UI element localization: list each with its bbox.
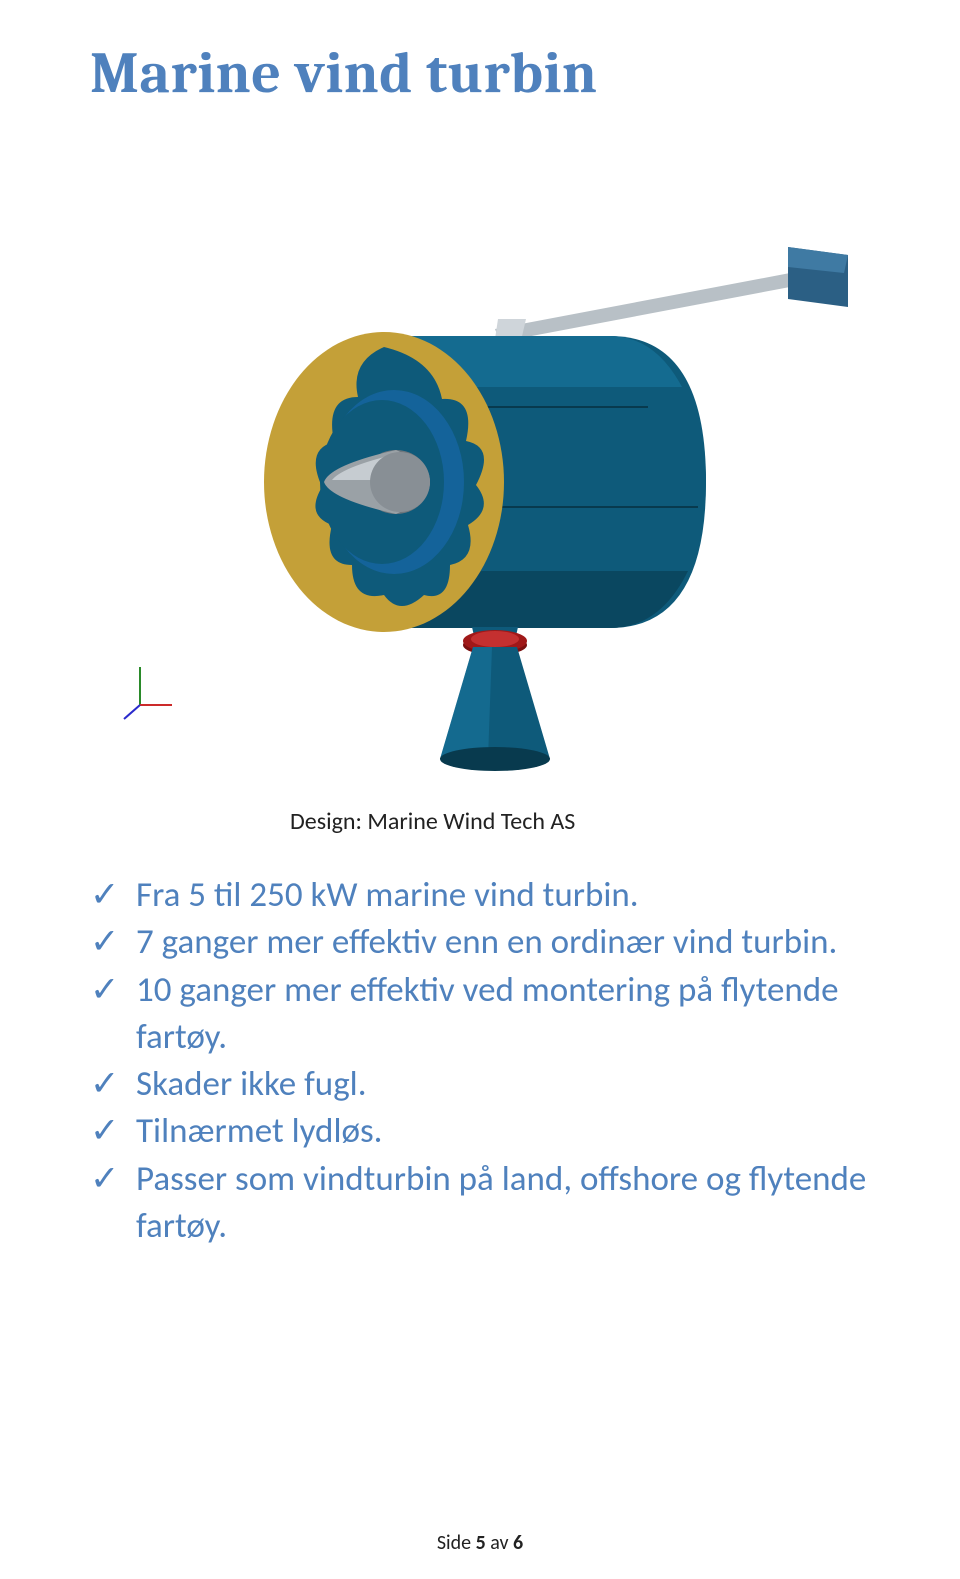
check-icon: ✓ [90, 1061, 119, 1108]
footer-total-pages: 6 [513, 1531, 523, 1555]
check-icon: ✓ [90, 1156, 119, 1203]
footer-current-page: 5 [476, 1531, 486, 1555]
figure-caption: Design: Marine Wind Tech AS [290, 807, 870, 836]
feature-text: 7 ganger mer effektiv enn en ordinær vin… [136, 921, 837, 963]
check-icon: ✓ [90, 872, 119, 919]
feature-item: ✓ Tilnærmet lydløs. [90, 1108, 870, 1155]
cone-rear [370, 452, 430, 512]
feature-text: Skader ikke fugl. [136, 1063, 367, 1105]
tail-arm [495, 273, 790, 342]
feature-item: ✓ Fra 5 til 250 kW marine vind turbin. [90, 872, 870, 919]
feature-text: Tilnærmet lydløs. [136, 1110, 383, 1152]
check-icon: ✓ [90, 1108, 119, 1155]
feature-item: ✓ 10 ganger mer effektiv ved montering p… [90, 967, 870, 1062]
turbine-illustration [100, 147, 860, 777]
pedestal-base [440, 747, 550, 771]
feature-item: ✓ Passer som vindturbin på land, offshor… [90, 1156, 870, 1251]
feature-list: ✓ Fra 5 til 250 kW marine vind turbin. ✓… [90, 872, 870, 1250]
feature-item: ✓ 7 ganger mer effektiv enn en ordinær v… [90, 919, 870, 966]
feature-text: 10 ganger mer effektiv ved montering på … [136, 969, 839, 1058]
mount-ring-top [471, 631, 519, 647]
footer-middle: av [486, 1531, 513, 1555]
pedestal-highlight [440, 647, 492, 759]
page-title: Marine vind turbin [90, 40, 870, 107]
check-icon: ✓ [90, 919, 119, 966]
figure-container [90, 147, 870, 777]
axis-icon [124, 667, 172, 719]
feature-text: Passer som vindturbin på land, offshore … [136, 1158, 866, 1247]
feature-text: Fra 5 til 250 kW marine vind turbin. [136, 874, 639, 916]
feature-item: ✓ Skader ikke fugl. [90, 1061, 870, 1108]
page-footer: Side 5 av 6 [0, 1531, 960, 1555]
check-icon: ✓ [90, 967, 119, 1014]
footer-prefix: Side [437, 1531, 476, 1555]
